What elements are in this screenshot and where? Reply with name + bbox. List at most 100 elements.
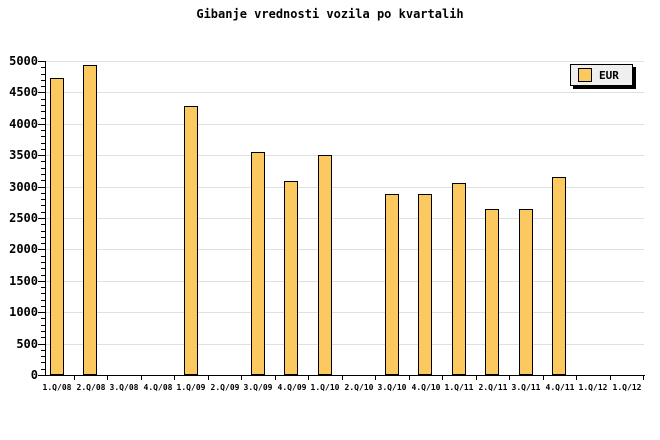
x-axis-label: 2.Q/09	[210, 383, 240, 392]
y-minor-tick	[41, 143, 45, 144]
y-major-tick	[38, 124, 45, 125]
y-minor-tick	[41, 243, 45, 244]
y-tick-label: 4000	[9, 117, 38, 131]
gridline	[46, 124, 644, 125]
x-axis-label: 1.Q/12	[578, 383, 608, 392]
x-tick	[174, 376, 175, 380]
y-minor-tick	[41, 337, 45, 338]
x-tick	[141, 376, 142, 380]
y-minor-tick	[41, 224, 45, 225]
x-axis-label: 3.Q/10	[377, 383, 407, 392]
y-tick-label: 0	[30, 368, 38, 382]
gridline	[46, 92, 644, 93]
x-tick	[442, 376, 443, 380]
bar	[318, 155, 332, 375]
x-axis-label: 1.Q/12	[612, 383, 642, 392]
x-tick	[74, 376, 75, 380]
y-major-tick	[38, 249, 45, 250]
y-minor-tick	[41, 180, 45, 181]
y-minor-tick	[41, 130, 45, 131]
y-minor-tick	[41, 205, 45, 206]
gridline	[46, 344, 644, 345]
y-minor-tick	[41, 149, 45, 150]
y-axis-line	[45, 61, 46, 376]
x-axis-label: 4.Q/10	[411, 383, 441, 392]
y-major-tick	[38, 281, 45, 282]
y-minor-tick	[41, 362, 45, 363]
bar	[519, 209, 533, 375]
x-tick	[275, 376, 276, 380]
bar	[284, 181, 298, 375]
y-minor-tick	[41, 293, 45, 294]
y-major-tick	[38, 155, 45, 156]
y-minor-tick	[41, 262, 45, 263]
x-axis-label: 1.Q/08	[42, 383, 72, 392]
x-tick	[476, 376, 477, 380]
x-tick	[375, 376, 376, 380]
y-minor-tick	[41, 136, 45, 137]
y-tick-label: 2000	[9, 242, 38, 256]
y-tick-label: 5000	[9, 54, 38, 68]
y-tick-label: 1500	[9, 274, 38, 288]
y-minor-tick	[41, 237, 45, 238]
y-minor-tick	[41, 99, 45, 100]
x-tick	[543, 376, 544, 380]
y-minor-tick	[41, 168, 45, 169]
bar	[385, 194, 399, 375]
x-tick	[241, 376, 242, 380]
legend-swatch-icon	[578, 68, 592, 82]
y-tick-label: 3500	[9, 148, 38, 162]
x-tick	[208, 376, 209, 380]
y-minor-tick	[41, 86, 45, 87]
bar	[50, 78, 64, 375]
y-minor-tick	[41, 356, 45, 357]
gridline	[46, 155, 644, 156]
y-minor-tick	[41, 74, 45, 75]
x-tick	[576, 376, 577, 380]
y-minor-tick	[41, 118, 45, 119]
y-tick-label: 3000	[9, 180, 38, 194]
x-tick	[643, 376, 644, 380]
x-axis-label: 3.Q/08	[109, 383, 139, 392]
x-axis-label: 1.Q/11	[444, 383, 474, 392]
gridline	[46, 249, 644, 250]
bar	[251, 152, 265, 375]
y-major-tick	[38, 187, 45, 188]
x-axis-label: 3.Q/11	[511, 383, 541, 392]
x-tick	[509, 376, 510, 380]
y-minor-tick	[41, 256, 45, 257]
y-minor-tick	[41, 275, 45, 276]
y-major-tick	[38, 61, 45, 62]
x-tick	[610, 376, 611, 380]
y-major-tick	[38, 218, 45, 219]
y-major-tick	[38, 344, 45, 345]
x-tick	[107, 376, 108, 380]
y-tick-label: 4500	[9, 85, 38, 99]
y-minor-tick	[41, 231, 45, 232]
y-minor-tick	[41, 212, 45, 213]
y-minor-tick	[41, 300, 45, 301]
x-axis-label: 3.Q/09	[243, 383, 273, 392]
bar	[485, 209, 499, 375]
x-axis-label: 4.Q/08	[143, 383, 173, 392]
x-axis-label: 1.Q/10	[310, 383, 340, 392]
y-minor-tick	[41, 287, 45, 288]
x-axis-label: 2.Q/10	[344, 383, 374, 392]
x-axis-label: 4.Q/09	[277, 383, 307, 392]
bar	[83, 65, 97, 375]
y-minor-tick	[41, 111, 45, 112]
x-tick	[308, 376, 309, 380]
x-axis-line	[45, 375, 645, 376]
y-minor-tick	[41, 369, 45, 370]
y-minor-tick	[41, 161, 45, 162]
legend-label: EUR	[599, 68, 619, 82]
x-axis-label: 4.Q/11	[545, 383, 575, 392]
bar	[552, 177, 566, 375]
y-minor-tick	[41, 268, 45, 269]
y-minor-tick	[41, 331, 45, 332]
bar	[452, 183, 466, 375]
y-minor-tick	[41, 174, 45, 175]
gridline	[46, 312, 644, 313]
y-major-tick	[38, 375, 45, 376]
